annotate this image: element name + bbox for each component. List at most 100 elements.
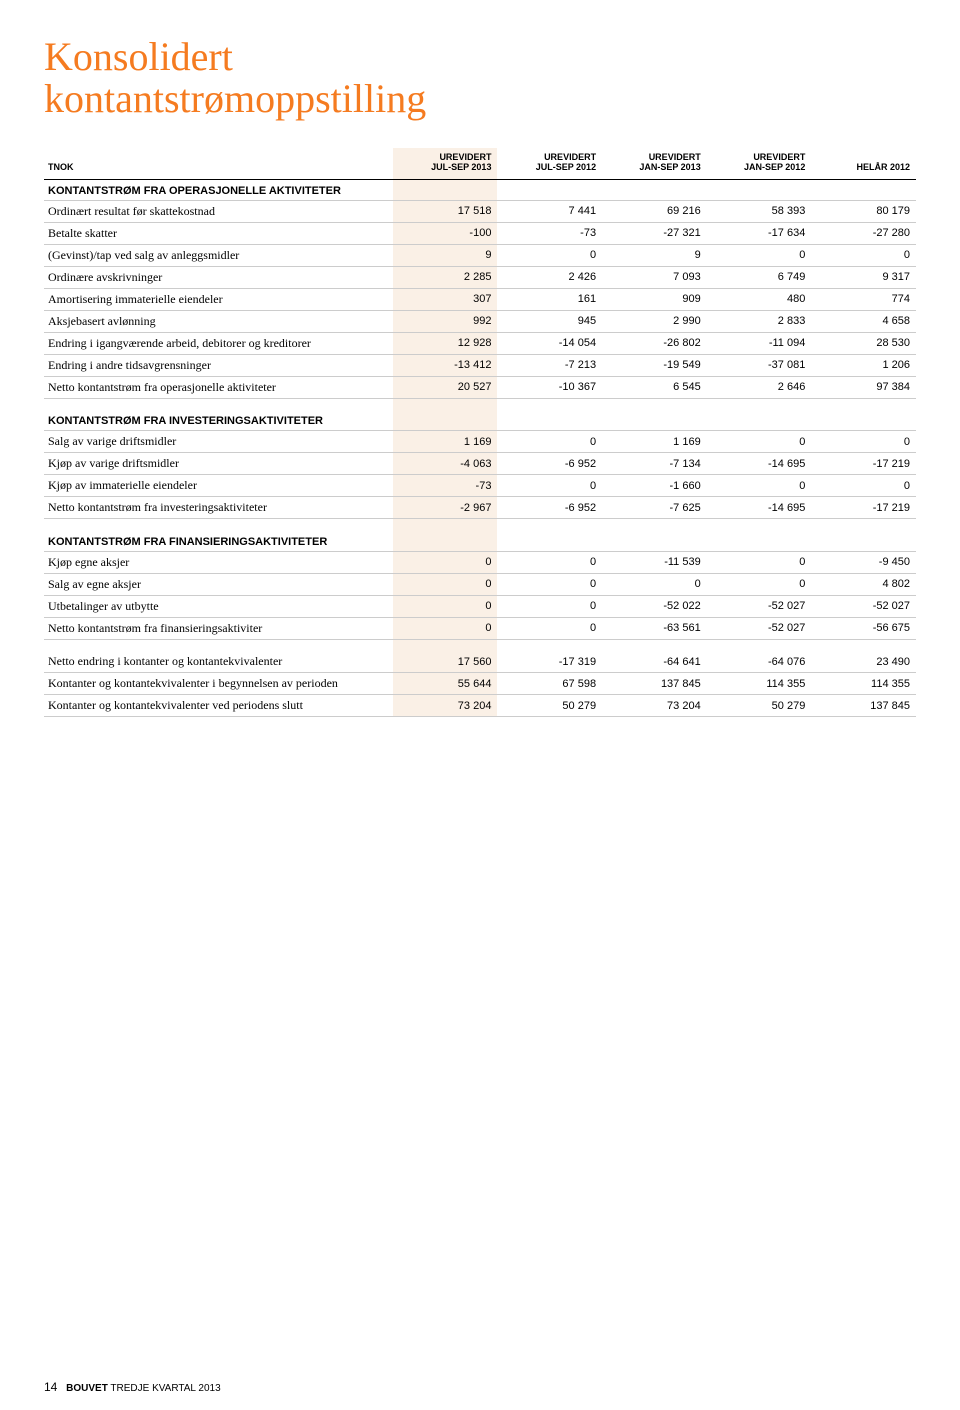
section-header: KONTANTSTRØM FRA INVESTERINGSAKTIVITETER <box>44 410 916 431</box>
row-label: Aksjebasert avlønning <box>44 310 393 332</box>
row-label: Utbetalinger av utbytte <box>44 595 393 617</box>
cell-value: 97 384 <box>811 376 916 398</box>
table-row: Endring i andre tidsavgrensninger-13 412… <box>44 354 916 376</box>
footer-rest: TREDJE KVARTAL 2013 <box>108 1383 221 1394</box>
cell-value: 23 490 <box>811 651 916 673</box>
title-line-1: Konsolidert <box>44 34 233 79</box>
page-title: Konsolidert kontantstrømoppstilling <box>44 36 916 120</box>
cell-value: -9 450 <box>811 551 916 573</box>
cell-value: -52 027 <box>707 595 812 617</box>
cell-value: 0 <box>707 573 812 595</box>
cell-value: -100 <box>393 222 498 244</box>
table-head: TNOKUREVIDERTJUL-SEP 2013UREVIDERTJUL-SE… <box>44 148 916 179</box>
cell-value: 0 <box>393 573 498 595</box>
cell-value: 17 518 <box>393 200 498 222</box>
col-label-tnok: TNOK <box>44 148 393 179</box>
cell-value: 20 527 <box>393 376 498 398</box>
cell-value: 69 216 <box>602 200 707 222</box>
cell-value: 80 179 <box>811 200 916 222</box>
cell-value: 2 833 <box>707 310 812 332</box>
row-label: Endring i andre tidsavgrensninger <box>44 354 393 376</box>
cell-value: 73 204 <box>602 695 707 717</box>
cell-value: -73 <box>393 475 498 497</box>
cell-value: 161 <box>497 288 602 310</box>
cell-value: -14 695 <box>707 453 812 475</box>
cell-value: 58 393 <box>707 200 812 222</box>
cell-value: 0 <box>707 244 812 266</box>
cell-value: -27 280 <box>811 222 916 244</box>
cell-value: -73 <box>497 222 602 244</box>
cell-value: 137 845 <box>811 695 916 717</box>
cell-value: -11 094 <box>707 332 812 354</box>
cell-value: -7 134 <box>602 453 707 475</box>
cell-value: 0 <box>497 595 602 617</box>
cell-value: 2 285 <box>393 266 498 288</box>
page-number: 14 <box>44 1380 57 1394</box>
cell-value: 909 <box>602 288 707 310</box>
row-label: Netto kontantstrøm fra operasjonelle akt… <box>44 376 393 398</box>
cell-value: -1 660 <box>602 475 707 497</box>
cell-value: 2 426 <box>497 266 602 288</box>
cell-value: -10 367 <box>497 376 602 398</box>
cell-value: 0 <box>393 551 498 573</box>
cell-value: 50 279 <box>497 695 602 717</box>
table-row: Utbetalinger av utbytte00-52 022-52 027-… <box>44 595 916 617</box>
cell-value: 17 560 <box>393 651 498 673</box>
cell-value: 945 <box>497 310 602 332</box>
table-row: Kjøp egne aksjer00-11 5390-9 450 <box>44 551 916 573</box>
row-label: Kjøp egne aksjer <box>44 551 393 573</box>
section-header: KONTANTSTRØM FRA OPERASJONELLE AKTIVITET… <box>44 179 916 200</box>
cell-value: 28 530 <box>811 332 916 354</box>
row-label: Kjøp av immaterielle eiendeler <box>44 475 393 497</box>
table-row: (Gevinst)/tap ved salg av anleggsmidler9… <box>44 244 916 266</box>
col-header: UREVIDERTJUL-SEP 2012 <box>497 148 602 179</box>
cell-value: 0 <box>811 475 916 497</box>
cell-value: -14 054 <box>497 332 602 354</box>
cell-value: -37 081 <box>707 354 812 376</box>
cell-value: 1 169 <box>602 431 707 453</box>
cell-value: 7 441 <box>497 200 602 222</box>
table-row: Kontanter og kontantekvivalenter i begyn… <box>44 673 916 695</box>
cell-value: 480 <box>707 288 812 310</box>
row-label: (Gevinst)/tap ved salg av anleggsmidler <box>44 244 393 266</box>
table-row: Kjøp av varige driftsmidler-4 063-6 952-… <box>44 453 916 475</box>
col-header: UREVIDERTJAN-SEP 2013 <box>602 148 707 179</box>
cell-value: -17 319 <box>497 651 602 673</box>
table-row: Amortisering immaterielle eiendeler30716… <box>44 288 916 310</box>
cell-value: 9 <box>393 244 498 266</box>
cell-value: 137 845 <box>602 673 707 695</box>
cell-value: 9 317 <box>811 266 916 288</box>
cell-value: -63 561 <box>602 617 707 639</box>
row-label: Netto endring i kontanter og kontantekvi… <box>44 651 393 673</box>
row-label: Endring i igangværende arbeid, debitorer… <box>44 332 393 354</box>
cell-value: 774 <box>811 288 916 310</box>
cell-value: -52 027 <box>707 617 812 639</box>
cell-value: 55 644 <box>393 673 498 695</box>
cell-value: -7 625 <box>602 497 707 519</box>
row-label: Betalte skatter <box>44 222 393 244</box>
cell-value: 2 990 <box>602 310 707 332</box>
row-label: Salg av egne aksjer <box>44 573 393 595</box>
cell-value: 6 545 <box>602 376 707 398</box>
row-label: Netto kontantstrøm fra investeringsaktiv… <box>44 497 393 519</box>
table-row: Aksjebasert avlønning9929452 9902 8334 6… <box>44 310 916 332</box>
table-row: Netto endring i kontanter og kontantekvi… <box>44 651 916 673</box>
cell-value: -17 219 <box>811 453 916 475</box>
cell-value: 7 093 <box>602 266 707 288</box>
cell-value: 6 749 <box>707 266 812 288</box>
cell-value: 4 658 <box>811 310 916 332</box>
cell-value: 50 279 <box>707 695 812 717</box>
cell-value: 307 <box>393 288 498 310</box>
cell-value: 0 <box>497 244 602 266</box>
table-body: KONTANTSTRØM FRA OPERASJONELLE AKTIVITET… <box>44 179 916 717</box>
cell-value: 73 204 <box>393 695 498 717</box>
cell-value: -17 634 <box>707 222 812 244</box>
cell-value: 0 <box>497 551 602 573</box>
cell-value: 992 <box>393 310 498 332</box>
col-header: HELÅR 2012 <box>811 148 916 179</box>
section-header-label: KONTANTSTRØM FRA FINANSIERINGSAKTIVITETE… <box>44 531 393 552</box>
cell-value: 9 <box>602 244 707 266</box>
footer-brand: BOUVET <box>66 1383 108 1394</box>
cell-value: -4 063 <box>393 453 498 475</box>
table-row: Ordinært resultat før skattekostnad17 51… <box>44 200 916 222</box>
